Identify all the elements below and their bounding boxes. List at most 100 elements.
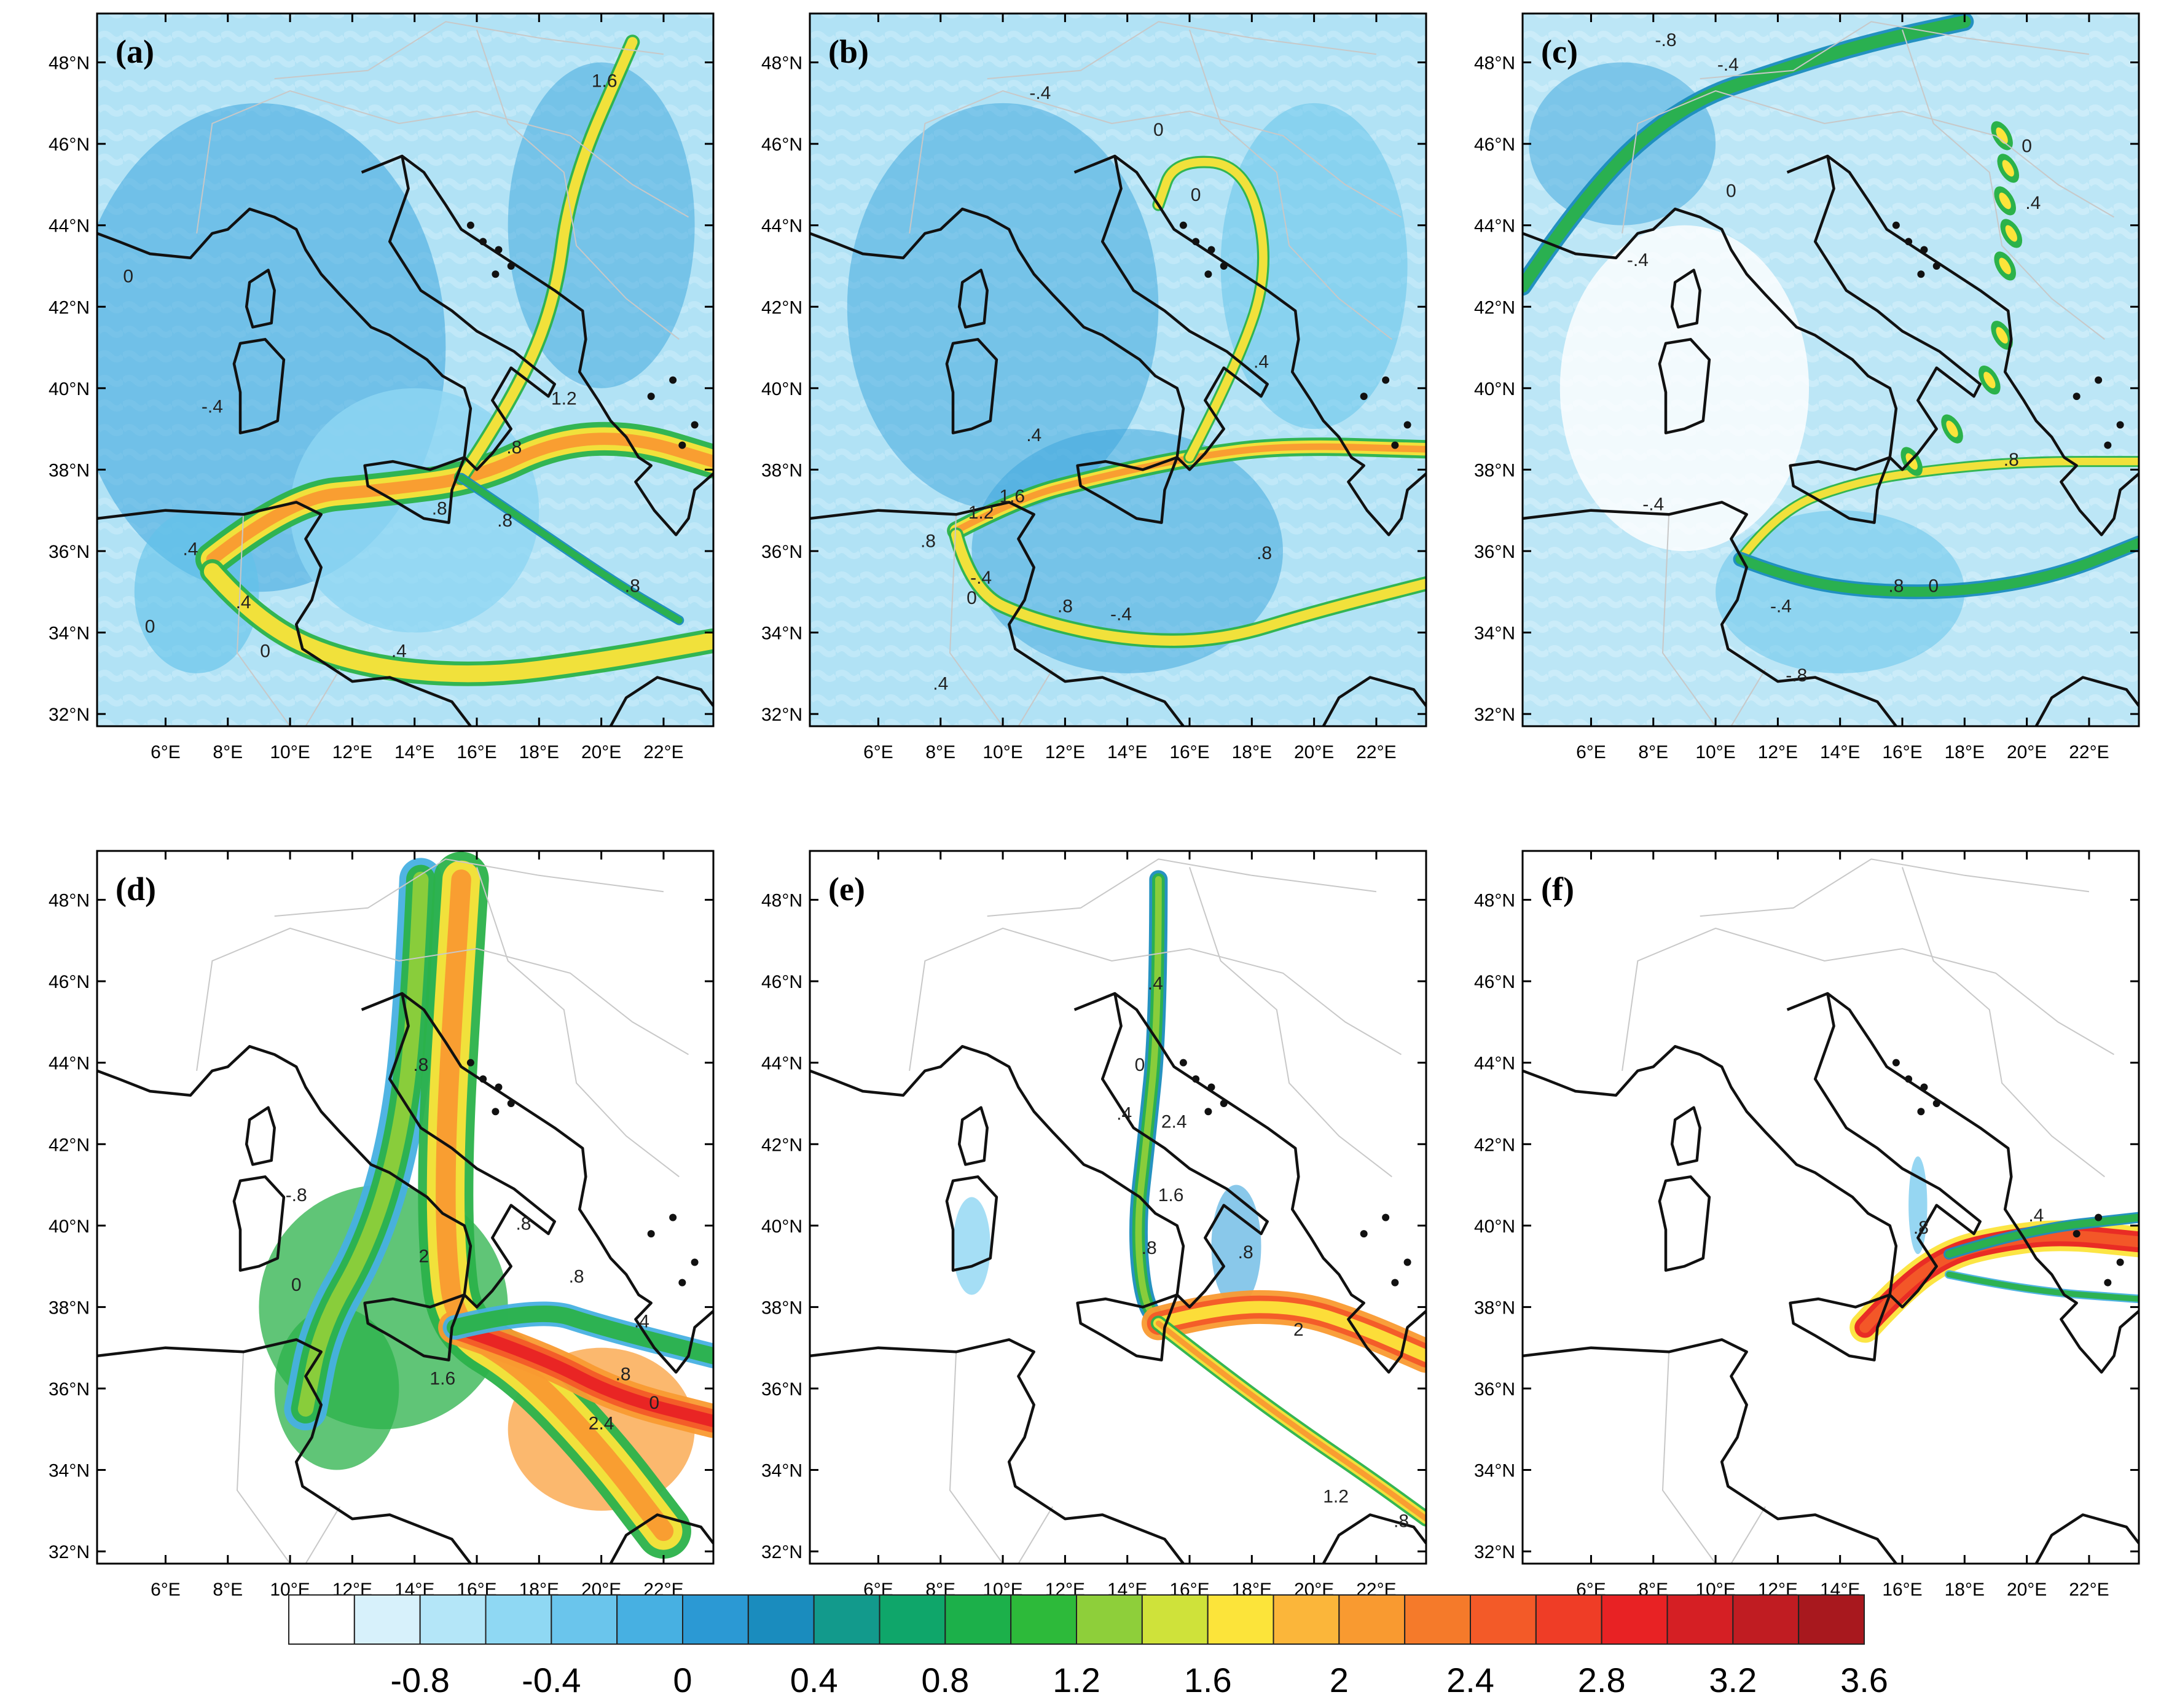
colorbar-swatch bbox=[419, 1594, 487, 1645]
island bbox=[1220, 262, 1228, 270]
plume-band bbox=[297, 871, 429, 1417]
contour-label: .8 bbox=[616, 1365, 631, 1385]
lon-tick-label: 8°E bbox=[213, 1580, 243, 1600]
contour-label: .4 bbox=[1026, 425, 1041, 445]
island bbox=[691, 1258, 699, 1266]
field-layer: 0 0 -.4 .4 .4 1.6 1.2 .8 .8 .8 0 .4 .8 bbox=[97, 14, 713, 726]
plume-band bbox=[1154, 157, 1268, 462]
contour-label: .8 bbox=[2004, 450, 2019, 470]
coastline-africa bbox=[1523, 501, 1897, 726]
island bbox=[1382, 1213, 1390, 1221]
field-layer: -.400.41.61.2.4.80.8 -.4.4.8-.4 bbox=[810, 14, 1426, 726]
country-border bbox=[1622, 927, 2115, 1071]
panel-label: (c) bbox=[1541, 33, 1578, 70]
colorbar-swatch bbox=[1732, 1594, 1800, 1645]
country-border bbox=[1018, 1506, 1053, 1564]
map-panel: .4 0 .4 2.4 1.6 .8 .8 1.2 2 .8 (e) 48°N 46°N 44°N 42°N… bbox=[761, 850, 1427, 1600]
field-blob bbox=[1559, 225, 1810, 551]
country-border bbox=[196, 90, 689, 234]
lat-tick-label: 38°N bbox=[49, 460, 90, 480]
lon-tick-label: 10°E bbox=[270, 742, 310, 762]
island bbox=[1207, 246, 1215, 254]
contour-label: .8 bbox=[1913, 1218, 1929, 1238]
colorbar-label: -0.4 bbox=[522, 1661, 581, 1699]
coastline-sicily bbox=[1076, 456, 1179, 524]
plume-band bbox=[1736, 458, 2139, 563]
lat-tick-label: 32°N bbox=[49, 1542, 90, 1562]
colorbar-swatch bbox=[1666, 1594, 1734, 1645]
island bbox=[492, 270, 500, 278]
colorbar-swatch bbox=[1207, 1594, 1274, 1645]
country-border bbox=[476, 29, 680, 340]
country-border bbox=[1661, 1352, 1716, 1564]
island bbox=[479, 1075, 487, 1083]
contour-label: .4 bbox=[182, 539, 198, 560]
lat-tick-label: 34°N bbox=[49, 1461, 90, 1481]
lon-tick-label: 22°E bbox=[2069, 1580, 2109, 1600]
island bbox=[1204, 270, 1212, 278]
coastline-sardinia bbox=[1658, 338, 1711, 434]
lon-tick-label: 20°E bbox=[2007, 742, 2047, 762]
lat-tick-label: 38°N bbox=[1474, 460, 1515, 480]
contour-label: .8 bbox=[625, 576, 640, 596]
country-border bbox=[949, 1352, 1003, 1564]
island bbox=[1920, 1083, 1928, 1091]
island bbox=[2104, 441, 2112, 449]
coastline-corsica bbox=[957, 268, 989, 329]
coastline-balkan bbox=[401, 155, 713, 536]
colorbar-swatch bbox=[747, 1594, 815, 1645]
lon-tick-label: 12°E bbox=[1758, 742, 1798, 762]
country-border bbox=[1902, 29, 2105, 340]
lon-tick-label: 8°E bbox=[1638, 742, 1668, 762]
field-layer: .8 -.8 0 .8 2 1.6 2.4 .4 .8 0 .8 bbox=[97, 851, 713, 1564]
contour-label: 0 bbox=[1153, 120, 1164, 140]
lon-tick-label: 18°E bbox=[519, 742, 559, 762]
lon-tick-label: 22°E bbox=[1356, 742, 1396, 762]
lat-tick-label: 46°N bbox=[761, 972, 802, 992]
colorbar-swatch bbox=[288, 1594, 355, 1645]
lon-tick-label: 10°E bbox=[1695, 742, 1735, 762]
lon-tick-label: 20°E bbox=[1294, 742, 1334, 762]
island bbox=[1892, 1059, 1900, 1067]
plume-band bbox=[951, 530, 1426, 646]
lat-tick-label: 42°N bbox=[1474, 1135, 1515, 1155]
island bbox=[2116, 1258, 2124, 1266]
island bbox=[2073, 1230, 2081, 1238]
contour-label: .8 bbox=[497, 511, 512, 531]
contour-label: -.8 bbox=[1655, 30, 1677, 50]
country-border bbox=[236, 1352, 291, 1564]
contour-label: 1.6 bbox=[999, 486, 1025, 506]
coastline-egypt bbox=[609, 1513, 713, 1564]
coastline-sicily bbox=[363, 456, 466, 524]
panel-label: (a) bbox=[116, 33, 154, 70]
contour-label: 0 bbox=[1928, 576, 1939, 596]
island bbox=[1932, 1099, 1940, 1107]
lat-tick-label: 44°N bbox=[1474, 1054, 1515, 1074]
contour-label: 1.6 bbox=[429, 1368, 455, 1389]
field-blob bbox=[1529, 62, 1716, 225]
coastline-balkan bbox=[401, 992, 713, 1374]
lat-tick-label: 48°N bbox=[761, 891, 802, 911]
contour-label: .8 bbox=[1394, 1511, 1409, 1531]
field-layer: .8 .4 bbox=[1523, 851, 2139, 1564]
country-border bbox=[196, 927, 689, 1071]
colorbar-swatch bbox=[682, 1594, 749, 1645]
island bbox=[1382, 376, 1390, 384]
lon-tick-label: 12°E bbox=[332, 742, 372, 762]
lat-tick-label: 44°N bbox=[1474, 216, 1515, 237]
lat-tick-label: 32°N bbox=[49, 705, 90, 725]
coastline-sicily bbox=[1789, 1293, 1891, 1361]
lat-tick-label: 38°N bbox=[1474, 1298, 1515, 1318]
field-blob bbox=[847, 103, 1159, 511]
island bbox=[1179, 221, 1187, 229]
island bbox=[1360, 1230, 1368, 1238]
island bbox=[1905, 1075, 1913, 1083]
coastline-egypt bbox=[2034, 676, 2139, 726]
coastline-sardinia bbox=[945, 1175, 998, 1272]
island bbox=[2104, 1279, 2112, 1287]
lat-tick-label: 36°N bbox=[761, 542, 802, 562]
coastline-sardinia bbox=[945, 338, 998, 434]
contour-label: .8 bbox=[413, 1055, 428, 1075]
island bbox=[647, 1230, 655, 1238]
lat-tick-label: 36°N bbox=[49, 542, 90, 562]
